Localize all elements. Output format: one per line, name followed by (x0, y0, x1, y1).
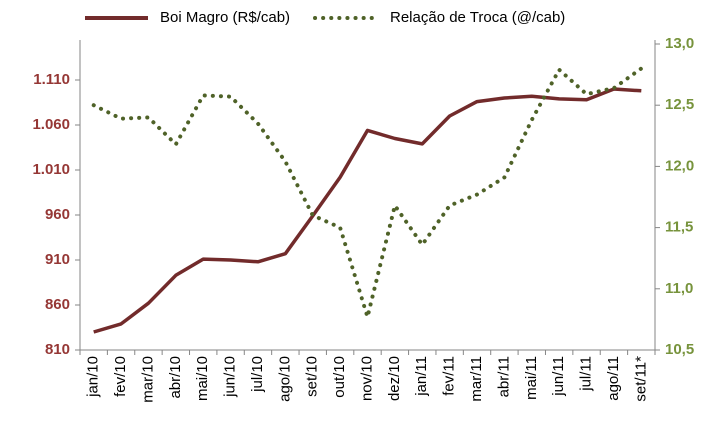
y-tick-label: 1.010 (32, 161, 70, 178)
x-tick-label: set/10 (304, 356, 321, 397)
x-tick-label: fev/10 (112, 356, 129, 397)
y2-tick-label: 10,5 (665, 341, 694, 358)
y2-tick-label: 13,0 (665, 35, 694, 52)
x-tick-label: jun/10 (222, 356, 239, 398)
x-tick-label: ago/10 (276, 356, 293, 402)
x-tick-label: jan/10 (85, 356, 102, 398)
x-tick-label: jan/11 (413, 356, 430, 397)
series-line (91, 66, 644, 319)
x-tick-label: jun/11 (550, 356, 567, 397)
series-line (93, 87, 642, 334)
y2-tick-label: 12,0 (665, 157, 694, 174)
y-tick-label: 960 (45, 206, 70, 223)
x-tick-label: ago/11 (605, 356, 622, 401)
y-tick-label: 910 (45, 251, 70, 268)
x-tick-label: nov/10 (358, 356, 375, 401)
y2-tick-label: 11,5 (665, 219, 693, 236)
x-tick-label: mai/11 (523, 356, 540, 400)
x-tick-label: fev/11 (441, 356, 458, 396)
y-tick-label: 1.060 (32, 116, 70, 133)
x-tick-label: mar/11 (468, 356, 485, 402)
y2-tick-label: 11,0 (665, 280, 693, 297)
y-tick-label: 810 (45, 341, 70, 358)
x-tick-label: set/11* (632, 356, 649, 402)
y-tick-label: 860 (45, 296, 70, 313)
x-tick-label: jul/11 (578, 356, 595, 392)
legend-label: Relação de Troca (@/cab) (390, 9, 565, 26)
x-tick-label: abr/11 (495, 356, 512, 397)
x-tick-label: mar/10 (139, 356, 156, 403)
x-tick-label: mai/10 (194, 356, 211, 401)
y-tick-label: 1.110 (33, 71, 70, 88)
x-tick-label: abr/10 (167, 356, 184, 399)
legend-label: Boi Magro (R$/cab) (160, 9, 290, 26)
x-tick-label: jul/10 (249, 356, 266, 393)
y2-tick-label: 12,5 (665, 96, 694, 113)
x-tick-label: out/10 (331, 356, 348, 398)
x-tick-label: dez/10 (386, 356, 403, 401)
